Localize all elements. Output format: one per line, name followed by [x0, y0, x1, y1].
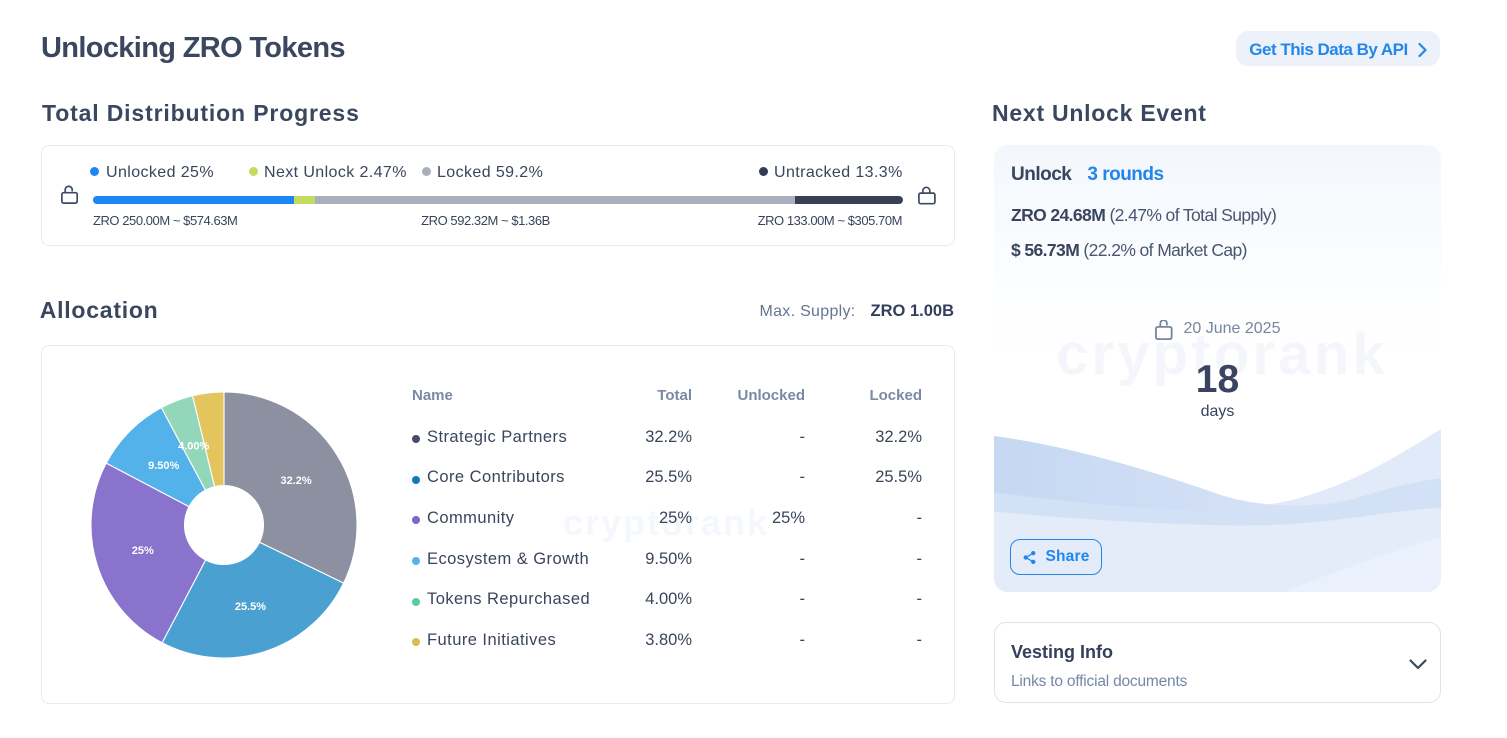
svg-text:9.50%: 9.50% — [148, 460, 179, 472]
svg-text:4.00%: 4.00% — [178, 440, 209, 452]
svg-text:25%: 25% — [132, 545, 154, 557]
svg-text:32.2%: 32.2% — [280, 474, 311, 486]
svg-text:25.5%: 25.5% — [235, 600, 266, 612]
